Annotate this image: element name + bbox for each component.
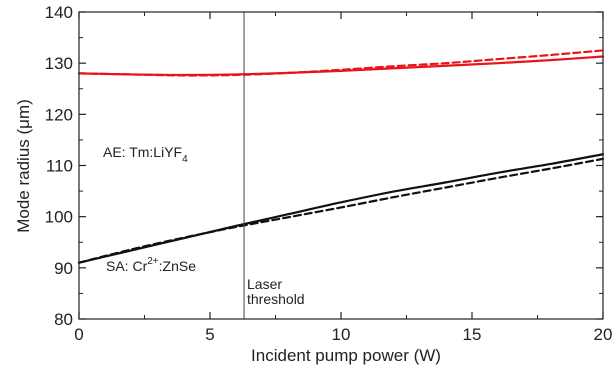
y-tick-label: 120 (45, 105, 73, 124)
y-tick-label: 90 (54, 259, 73, 278)
annotation-ae: AE: Tm:LiYF4 (103, 144, 188, 165)
x-tick-label: 10 (332, 325, 351, 344)
x-axis-title: Incident pump power (W) (251, 346, 441, 365)
series-line-sa-dashed (77, 157, 605, 264)
x-tick-label: 5 (205, 325, 214, 344)
y-tick-label: 130 (45, 54, 73, 73)
annotation-sa: SA: Cr2+:ZnSe (106, 256, 196, 274)
y-tick-label: 140 (45, 3, 73, 22)
series-line-ae-dashed (77, 49, 605, 77)
y-tick-label: 110 (46, 157, 73, 176)
x-tick-label: 15 (463, 325, 482, 344)
y-axis-title: Mode radius (μm) (14, 99, 33, 233)
series-line-ae-solid (77, 55, 605, 77)
plot-series (77, 49, 605, 264)
y-tick-label: 100 (45, 208, 73, 227)
y-tick-label: 80 (54, 310, 73, 329)
annotation-laser-line1: Laser (247, 276, 282, 292)
x-tick-label: 0 (74, 325, 83, 344)
annotation-laser-line2: threshold (247, 291, 305, 307)
axis-ticks: 0 5 10 15 20 80 90 100 110 120 130 140 (45, 3, 613, 344)
x-tick-label: 20 (594, 325, 613, 344)
